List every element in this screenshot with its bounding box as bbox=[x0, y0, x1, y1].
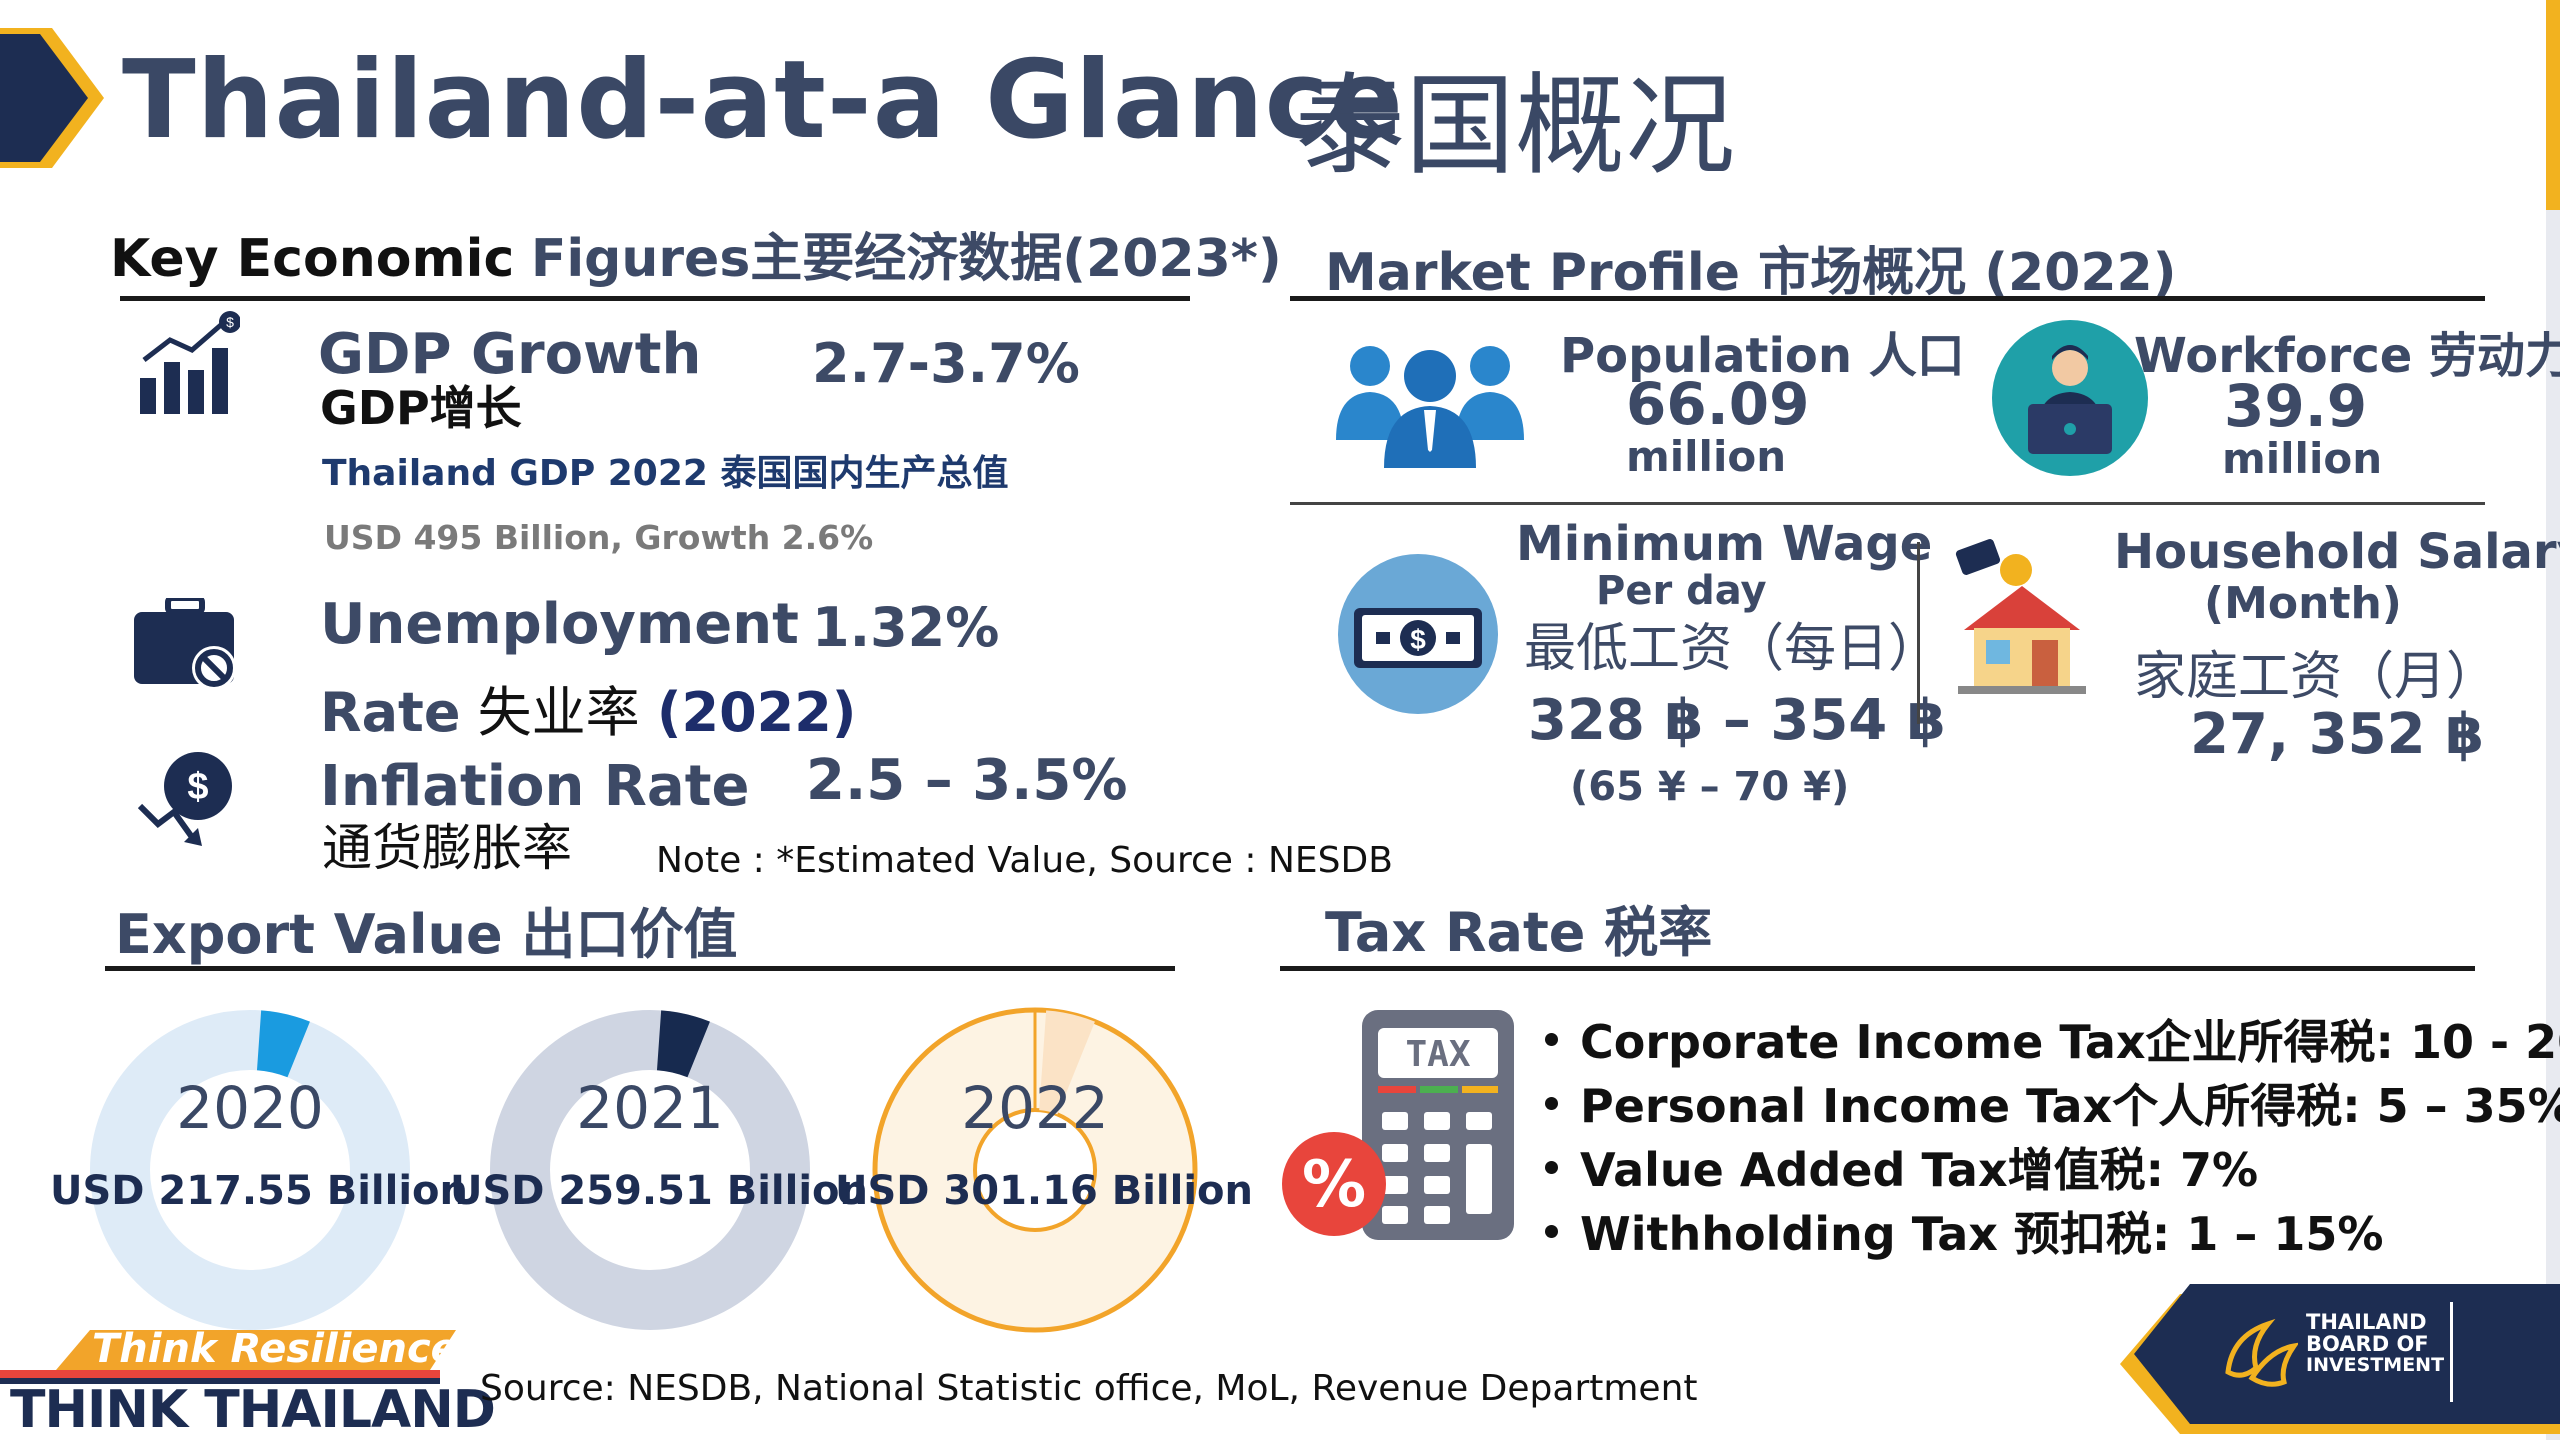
gdp-chart-icon: $ bbox=[140, 311, 240, 414]
export-donut-2020 bbox=[90, 1010, 410, 1330]
export-year-2020: 2020 bbox=[176, 1074, 324, 1142]
household-label: Household Salary bbox=[2114, 524, 2560, 580]
think-thailand-text: THINK THAILAND bbox=[10, 1380, 496, 1440]
min-wage-value-cny: (65 ¥ – 70 ¥) bbox=[1570, 764, 1850, 810]
market-profile-rule bbox=[1290, 296, 2485, 301]
briefcase-icon bbox=[134, 598, 236, 690]
market-vertical-divider bbox=[1917, 542, 1920, 724]
min-wage-label: Minimum Wage bbox=[1516, 516, 1933, 572]
population-people-icon bbox=[1336, 346, 1524, 468]
svg-text:$: $ bbox=[1410, 624, 1426, 655]
right-edge-stripe-dark bbox=[2546, 210, 2560, 1440]
boi-logo-icon bbox=[2225, 1318, 2298, 1387]
gdp-2022-detail: USD 495 Billion, Growth 2.6% bbox=[324, 518, 874, 557]
tax-item-withholding: Withholding Tax 预扣税: 1 – 15% bbox=[1545, 1198, 2383, 1264]
inflation-label: Inflation Rate bbox=[320, 754, 750, 819]
svg-text:$: $ bbox=[187, 766, 208, 808]
population-value: 66.09 bbox=[1626, 370, 1810, 438]
market-mid-rule bbox=[1290, 502, 2485, 505]
export-year-2022: 2022 bbox=[961, 1074, 1109, 1142]
think-resilience-text: Think Resilience bbox=[92, 1326, 458, 1372]
percent-icon: % bbox=[1302, 1148, 1366, 1222]
workforce-label: Workforce 劳动力 bbox=[2134, 328, 2560, 384]
export-year-2021: 2021 bbox=[576, 1074, 724, 1142]
export-donut-2021 bbox=[490, 1010, 810, 1330]
inflation-label-cn: 通货膨胀率 bbox=[322, 819, 572, 877]
house-coin-icon bbox=[1955, 539, 2086, 694]
export-amount-2022: USD 301.16 Billion bbox=[835, 1168, 1253, 1214]
workforce-laptop-icon bbox=[1992, 320, 2148, 476]
gdp-label-cn: GDP增长 bbox=[320, 381, 522, 435]
tax-item-corporate: Corporate Income Tax企业所得税: 10 - 20% bbox=[1545, 1006, 2560, 1072]
min-wage-value: 328 ฿ – 354 ฿ bbox=[1528, 688, 1946, 753]
household-month: (Month) bbox=[2204, 578, 2402, 629]
estimate-note: Note : *Estimated Value, Source : NESDB bbox=[656, 840, 1393, 881]
unemployment-value: 1.32% bbox=[812, 596, 1000, 659]
export-heading: Export Value 出口价值 bbox=[115, 903, 738, 966]
right-edge-stripe bbox=[2546, 0, 2560, 210]
boi-text-3: INVESTMENT bbox=[2306, 1354, 2445, 1376]
inflation-dollar-icon: $ bbox=[138, 752, 232, 846]
boi-text-1: THAILAND bbox=[2306, 1310, 2427, 1334]
tax-calculator-icon: TAX % bbox=[1282, 1010, 1514, 1240]
page-title-cn: 泰国概况 bbox=[1295, 62, 1735, 190]
export-donut-accent-2021 bbox=[656, 1010, 710, 1078]
unemployment-label-line2: Rate 失业率 (2022) bbox=[320, 681, 857, 744]
boi-text-2: BOARD OF bbox=[2306, 1332, 2429, 1356]
export-donut-accent-2020 bbox=[256, 1010, 310, 1078]
money-bill-icon: $ bbox=[1338, 554, 1498, 714]
export-amount-2020: USD 217.55 Billion bbox=[50, 1168, 468, 1214]
export-donut-accent-2022 bbox=[1037, 1010, 1095, 1116]
svg-text:$: $ bbox=[226, 314, 234, 330]
export-amount-2021: USD 259.51 Billion bbox=[450, 1168, 868, 1214]
tax-item-personal: Personal Income Tax个人所得税: 5 – 35% bbox=[1545, 1070, 2560, 1136]
source-note: Source: NESDB, National Statistic office… bbox=[480, 1368, 1698, 1409]
page-title: Thailand-at-a Glance bbox=[122, 38, 1404, 163]
min-wage-per-day: Per day bbox=[1596, 568, 1767, 614]
tax-item-vat: Value Added Tax增值税: 7% bbox=[1545, 1134, 2258, 1200]
inflation-value: 2.5 – 3.5% bbox=[806, 748, 1128, 813]
population-unit: million bbox=[1626, 432, 1787, 481]
market-profile-heading: Market Profile 市场概况 (2022) bbox=[1325, 243, 2177, 303]
boi-badge-background bbox=[2120, 1284, 2560, 1434]
key-economic-heading: Key Economic Figures主要经济数据(2023*) bbox=[110, 229, 1282, 289]
gdp-label: GDP Growth bbox=[318, 322, 702, 387]
workforce-unit: million bbox=[2222, 434, 2383, 483]
household-value: 27, 352 ฿ bbox=[2190, 702, 2485, 767]
export-rule bbox=[105, 966, 1175, 971]
export-donut-2022 bbox=[872, 1000, 1198, 1333]
key-economic-rule bbox=[120, 296, 1190, 301]
unemployment-label: Unemployment bbox=[320, 592, 799, 657]
tax-rule bbox=[1280, 966, 2475, 971]
population-label: Population 人口 bbox=[1560, 328, 1965, 384]
tax-heading: Tax Rate 税率 bbox=[1325, 901, 1713, 964]
gdp-2022-title: Thailand GDP 2022 泰国国内生产总值 bbox=[322, 453, 1009, 494]
header-chevron-icon bbox=[0, 28, 104, 168]
min-wage-label-cn: 最低工资（每日） bbox=[1524, 619, 1941, 679]
household-label-cn: 家庭工资（月） bbox=[2134, 647, 2499, 707]
think-resilience-banner bbox=[0, 1330, 456, 1384]
tax-calculator-text: TAX bbox=[1405, 1034, 1470, 1075]
workforce-value: 39.9 bbox=[2224, 372, 2368, 440]
gdp-value: 2.7-3.7% bbox=[812, 332, 1080, 395]
